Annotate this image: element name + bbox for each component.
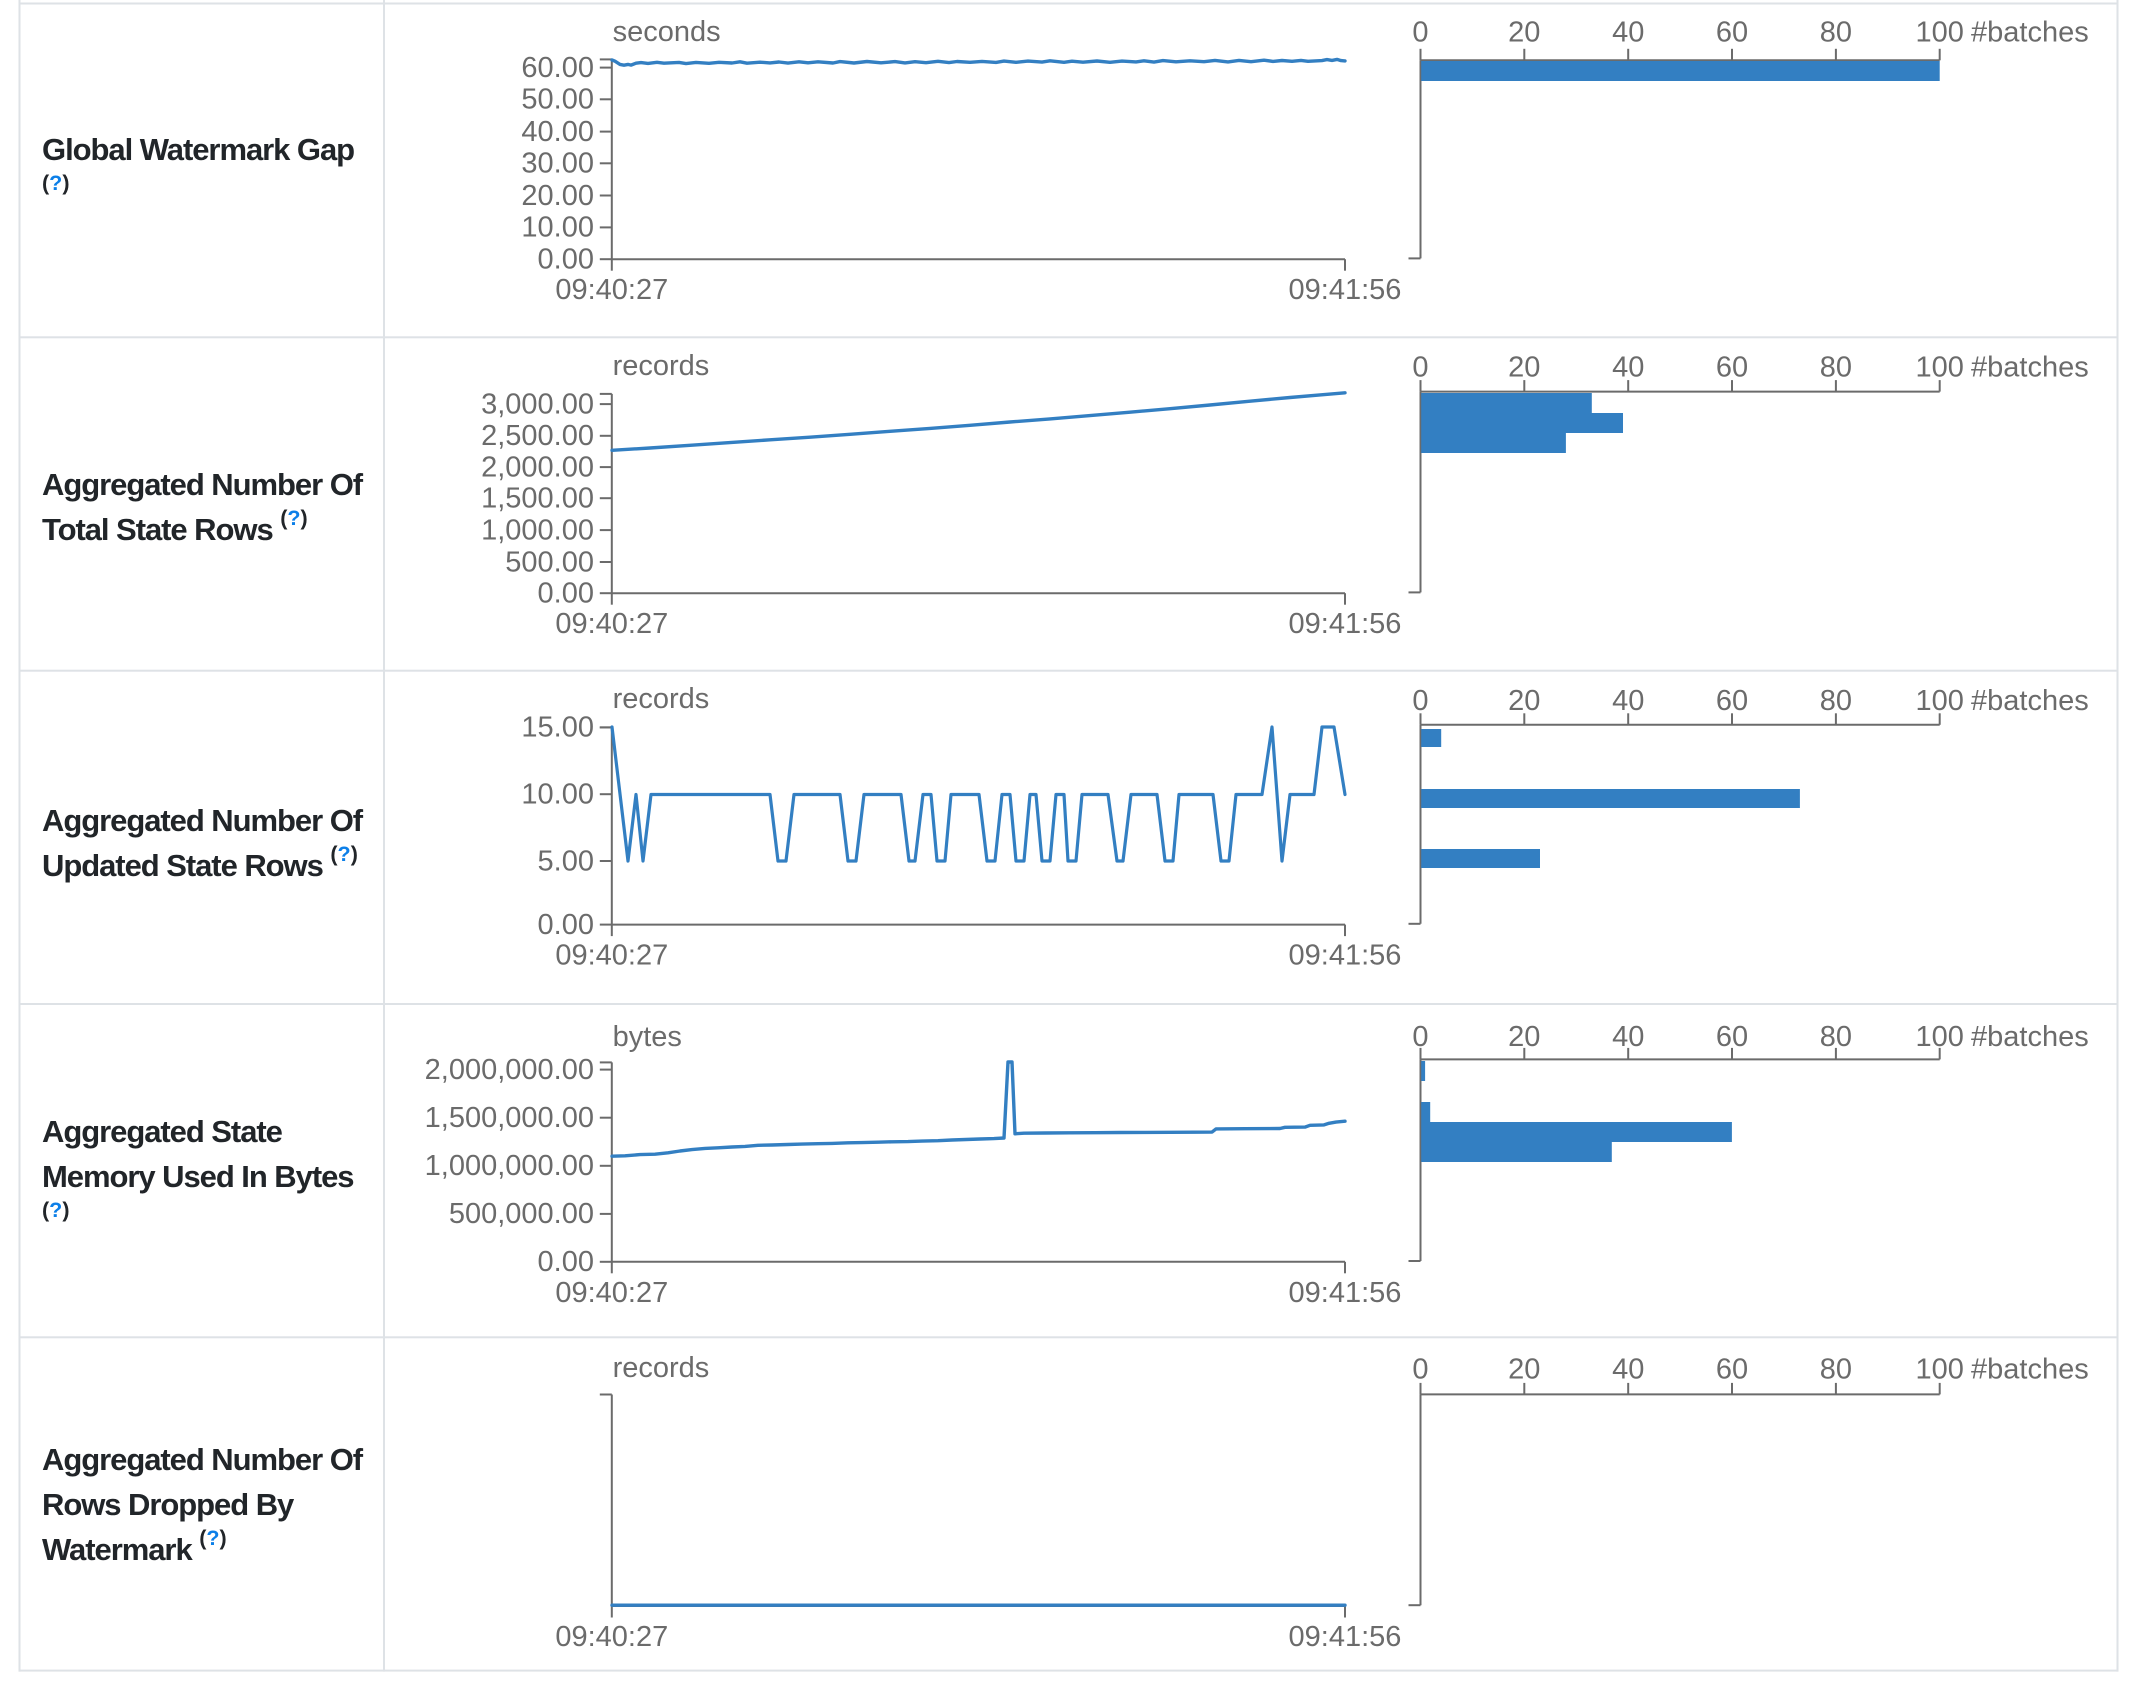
- svg-text:09:41:56: 09:41:56: [1289, 608, 1402, 640]
- svg-text:09:41:56: 09:41:56: [1289, 1277, 1402, 1309]
- svg-text:40: 40: [1612, 685, 1644, 717]
- svg-text:20.00: 20.00: [521, 180, 594, 212]
- svg-text:5.00: 5.00: [538, 845, 594, 877]
- svg-text:80: 80: [1820, 1021, 1852, 1053]
- svg-text:40.00: 40.00: [521, 116, 594, 148]
- svg-text:#batches: #batches: [1971, 685, 2089, 717]
- svg-text:records: records: [613, 1352, 710, 1384]
- svg-text:80: 80: [1820, 351, 1852, 383]
- svg-text:2,500.00: 2,500.00: [481, 420, 594, 452]
- svg-text:0.00: 0.00: [538, 909, 594, 941]
- svg-text:#batches: #batches: [1971, 1354, 2089, 1386]
- svg-text:bytes: bytes: [613, 1021, 682, 1053]
- svg-text:100: 100: [1916, 1354, 1964, 1386]
- svg-text:100: 100: [1916, 685, 1964, 717]
- svg-text:09:41:56: 09:41:56: [1289, 1621, 1402, 1653]
- svg-text:#batches: #batches: [1971, 1021, 2089, 1053]
- svg-text:80: 80: [1820, 17, 1852, 49]
- svg-text:40: 40: [1612, 1021, 1644, 1053]
- svg-text:0: 0: [1412, 1021, 1428, 1053]
- svg-text:2,000.00: 2,000.00: [481, 451, 594, 483]
- svg-text:0.00: 0.00: [538, 578, 594, 610]
- svg-text:60.00: 60.00: [521, 52, 594, 84]
- svg-text:500.00: 500.00: [505, 546, 594, 578]
- svg-text:1,500.00: 1,500.00: [481, 483, 594, 515]
- svg-text:1,000.00: 1,000.00: [481, 514, 594, 546]
- svg-text:100: 100: [1916, 1021, 1964, 1053]
- svg-text:0: 0: [1412, 351, 1428, 383]
- svg-text:1,500,000.00: 1,500,000.00: [425, 1102, 594, 1134]
- svg-text:30.00: 30.00: [521, 148, 594, 180]
- svg-text:500,000.00: 500,000.00: [449, 1198, 594, 1230]
- svg-text:20: 20: [1508, 685, 1540, 717]
- svg-text:#batches: #batches: [1971, 17, 2089, 49]
- svg-text:15.00: 15.00: [521, 712, 594, 744]
- svg-text:60: 60: [1716, 1021, 1748, 1053]
- svg-text:20: 20: [1508, 17, 1540, 49]
- svg-text:100: 100: [1916, 351, 1964, 383]
- svg-text:40: 40: [1612, 17, 1644, 49]
- svg-text:3,000.00: 3,000.00: [481, 388, 594, 420]
- svg-text:20: 20: [1508, 1021, 1540, 1053]
- svg-text:09:40:27: 09:40:27: [555, 274, 668, 306]
- svg-text:100: 100: [1916, 17, 1964, 49]
- svg-text:#batches: #batches: [1971, 351, 2089, 383]
- svg-text:2,000,000.00: 2,000,000.00: [425, 1054, 594, 1086]
- svg-text:09:41:56: 09:41:56: [1289, 940, 1402, 972]
- svg-text:0: 0: [1412, 17, 1428, 49]
- svg-text:40: 40: [1612, 351, 1644, 383]
- svg-text:records: records: [613, 683, 710, 715]
- svg-text:20: 20: [1508, 1354, 1540, 1386]
- svg-text:09:41:56: 09:41:56: [1289, 274, 1402, 306]
- svg-text:0: 0: [1412, 685, 1428, 717]
- svg-text:40: 40: [1612, 1354, 1644, 1386]
- svg-text:60: 60: [1716, 685, 1748, 717]
- svg-text:09:40:27: 09:40:27: [555, 1277, 668, 1309]
- svg-text:20: 20: [1508, 351, 1540, 383]
- svg-text:09:40:27: 09:40:27: [555, 608, 668, 640]
- svg-text:09:40:27: 09:40:27: [555, 1621, 668, 1653]
- svg-text:80: 80: [1820, 1354, 1852, 1386]
- svg-text:09:40:27: 09:40:27: [555, 940, 668, 972]
- svg-text:1,000,000.00: 1,000,000.00: [425, 1150, 594, 1182]
- svg-text:seconds: seconds: [613, 16, 721, 48]
- svg-text:10.00: 10.00: [521, 212, 594, 244]
- svg-text:60: 60: [1716, 17, 1748, 49]
- svg-text:60: 60: [1716, 351, 1748, 383]
- svg-text:0.00: 0.00: [538, 244, 594, 276]
- svg-text:0: 0: [1412, 1354, 1428, 1386]
- svg-text:80: 80: [1820, 685, 1852, 717]
- svg-text:10.00: 10.00: [521, 779, 594, 811]
- svg-text:60: 60: [1716, 1354, 1748, 1386]
- svg-text:0.00: 0.00: [538, 1246, 594, 1278]
- svg-text:records: records: [613, 350, 710, 382]
- svg-text:50.00: 50.00: [521, 84, 594, 116]
